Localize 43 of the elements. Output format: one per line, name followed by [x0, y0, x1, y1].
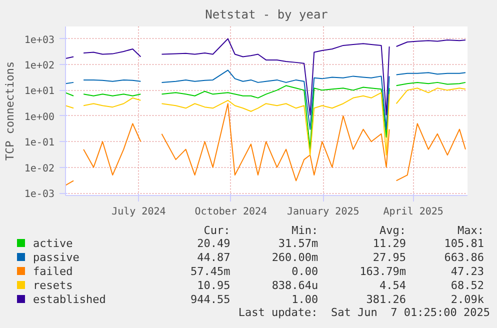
y-axis-title: TCP connections: [3, 61, 16, 161]
text: Min:: [290, 224, 320, 237]
text: 47.23: [450, 265, 485, 279]
text: Last update: Sat Jun 7 01:25:00 2025: [237, 306, 491, 319]
text: 381.26: [365, 293, 408, 307]
text: 0.00: [290, 265, 320, 279]
y-tick-label: 1e-01: [24, 138, 55, 149]
text: Avg:: [378, 224, 408, 237]
text: 57.45m: [190, 265, 232, 279]
text: 163.79m: [358, 265, 408, 279]
text: 68.52: [450, 279, 485, 293]
y-tick-label: 1e-02: [24, 163, 55, 174]
chart-title: Netstat - by year: [205, 8, 328, 22]
text: 2.09k: [450, 293, 485, 307]
text: 11.29: [372, 237, 408, 251]
text: 944.55: [190, 293, 232, 307]
legend-label: passive: [32, 251, 80, 265]
text: Max:: [456, 224, 485, 237]
x-tick-label: October 2024: [194, 206, 268, 218]
text: 663.86: [443, 251, 485, 265]
text: 20.49: [196, 237, 232, 251]
legend-label: resets: [32, 279, 74, 293]
y-tick-label: 1e-03: [24, 189, 55, 200]
legend-label: active: [32, 237, 74, 251]
legend-label: established: [32, 293, 107, 307]
y-tick-label: 1e+02: [24, 60, 55, 72]
text: 27.95: [372, 251, 408, 265]
y-tick-label: 1e+00: [24, 112, 55, 123]
y-tick-label: 1e+01: [24, 86, 55, 98]
text: 1.00: [290, 293, 320, 307]
x-tick-label: January 2025: [287, 206, 360, 218]
legend-label: failed: [32, 265, 74, 279]
text: 4.54: [378, 279, 408, 293]
x-tick-label: April 2025: [383, 206, 444, 218]
text: 10.95: [196, 279, 232, 293]
x-tick-label: July 2024: [112, 206, 166, 218]
text: 838.64u: [270, 279, 320, 293]
text: 260.00m: [270, 251, 320, 265]
text: 105.81: [443, 237, 485, 251]
text: 44.87: [196, 251, 232, 265]
text: 31.57m: [277, 237, 320, 251]
y-tick-label: 1e+03: [24, 34, 55, 46]
text: Cur:: [202, 224, 232, 237]
